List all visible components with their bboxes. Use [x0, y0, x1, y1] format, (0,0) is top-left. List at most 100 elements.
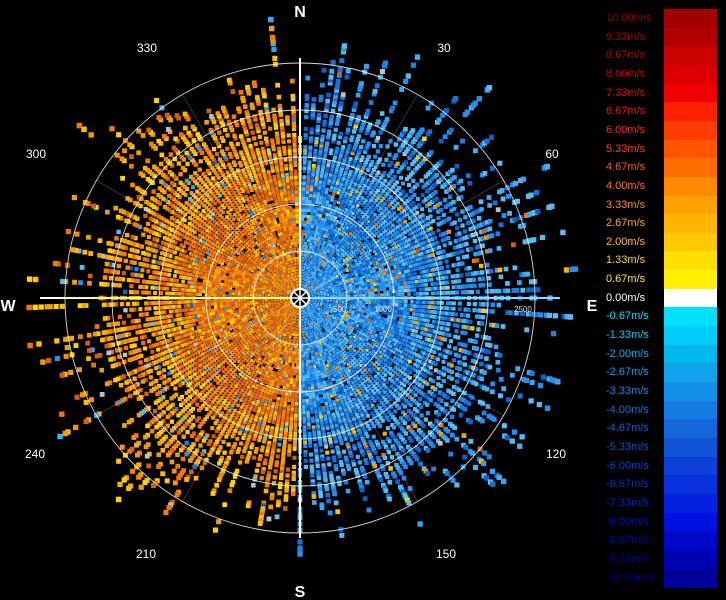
echo-cell: [425, 332, 430, 337]
echo-cell: [369, 331, 373, 335]
echo-cell: [388, 283, 392, 287]
echo-cell: [374, 205, 378, 210]
echo-cell: [366, 377, 370, 381]
echo-cell: [428, 226, 433, 231]
echo-cell: [423, 380, 428, 385]
echo-cell: [435, 261, 440, 266]
echo-cell: [356, 315, 360, 319]
echo-cell: [385, 241, 389, 246]
echo-cell: [385, 321, 390, 325]
echo-cell: [344, 260, 348, 264]
echo-cell: [317, 360, 320, 364]
echo-cell: [525, 271, 531, 277]
echo-cell: [383, 327, 388, 331]
echo-cell: [437, 256, 442, 260]
echo-cell: [425, 352, 429, 357]
echo-cell: [334, 395, 338, 400]
echo-cell: [418, 266, 423, 270]
echo-cell: [342, 372, 346, 376]
echo-cell: [305, 75, 311, 81]
echo-cell: [433, 204, 438, 209]
echo-cell: [322, 362, 326, 366]
echo-cell: [350, 135, 355, 140]
echo-cell: [418, 313, 422, 317]
echo-cell: [356, 186, 361, 191]
echo-cell: [335, 78, 341, 84]
echo-cell: [359, 241, 363, 245]
echo-cell: [351, 283, 355, 287]
echo-cell: [372, 229, 376, 233]
echo-cell: [423, 332, 427, 336]
echo-cell: [355, 413, 359, 417]
echo-cell: [317, 158, 322, 163]
echo-cell: [436, 420, 442, 426]
echo-cell: [345, 240, 349, 244]
echo-cell: [319, 140, 324, 145]
echo-cell: [461, 398, 466, 403]
echo-cell: [361, 377, 366, 381]
echo-cell: [335, 220, 339, 224]
echo-cell: [390, 444, 395, 449]
radar-ppi-display[interactable]: 500 1000 2500 N S E W 30 60 120 150 210 …: [0, 0, 600, 600]
echo-cell: [350, 113, 355, 118]
echo-cell: [430, 237, 435, 241]
echo-cell: [403, 311, 407, 315]
echo-cell: [365, 266, 369, 270]
echo-cell: [426, 396, 431, 401]
echo-cell: [430, 206, 435, 211]
echo-cell: [385, 199, 389, 204]
echo-cell: [481, 460, 487, 466]
echo-cell: [361, 333, 365, 337]
echo-cell: [356, 304, 359, 308]
echo-cell: [389, 293, 393, 297]
echo-cell: [346, 127, 351, 132]
echo-cell: [463, 376, 468, 381]
echo-cell: [330, 217, 334, 221]
echo-cell: [430, 176, 435, 181]
echo-cell: [397, 212, 402, 217]
echo-cell: [420, 313, 425, 318]
echo-cell: [321, 375, 325, 379]
echo-cell: [458, 348, 463, 353]
echo-cell: [332, 238, 335, 242]
echo-cell: [366, 168, 370, 172]
echo-cell: [373, 175, 378, 180]
echo-cell: [375, 122, 380, 127]
echo-cell: [381, 388, 385, 392]
echo-cell: [354, 224, 358, 228]
echo-cell: [327, 360, 330, 364]
echo-cell: [423, 174, 428, 179]
echo-cell: [398, 175, 403, 180]
echo-cell: [402, 214, 407, 218]
echo-cell: [420, 278, 425, 283]
echo-cell: [450, 274, 455, 279]
echo-cell: [342, 324, 346, 327]
echo-cell: [355, 403, 359, 407]
echo-cell: [407, 288, 411, 293]
echo-cell: [467, 181, 473, 186]
echo-cell: [357, 339, 361, 343]
echo-cell: [381, 482, 386, 488]
echo-cell: [319, 198, 323, 202]
echo-cell: [341, 262, 345, 266]
echo-cell: [412, 304, 417, 308]
echo-cell: [476, 223, 482, 228]
echo-cell: [451, 184, 456, 189]
echo-cell: [340, 316, 343, 320]
echo-cell: [374, 369, 378, 374]
echo-cell: [351, 404, 355, 409]
echo-cell: [354, 312, 358, 316]
echo-cell: [479, 207, 484, 212]
echo-cell: [373, 256, 377, 260]
echo-cell: [442, 306, 447, 310]
echo-cell: [364, 205, 368, 210]
echo-cell: [473, 231, 478, 237]
echo-cell: [440, 301, 444, 305]
echo-cell: [473, 148, 478, 154]
echo-cell: [367, 384, 371, 388]
echo-cell: [325, 169, 329, 173]
echo-cell: [342, 433, 347, 438]
echo-cell: [449, 176, 455, 182]
echo-cell: [360, 345, 364, 349]
echo-cell: [381, 453, 386, 458]
